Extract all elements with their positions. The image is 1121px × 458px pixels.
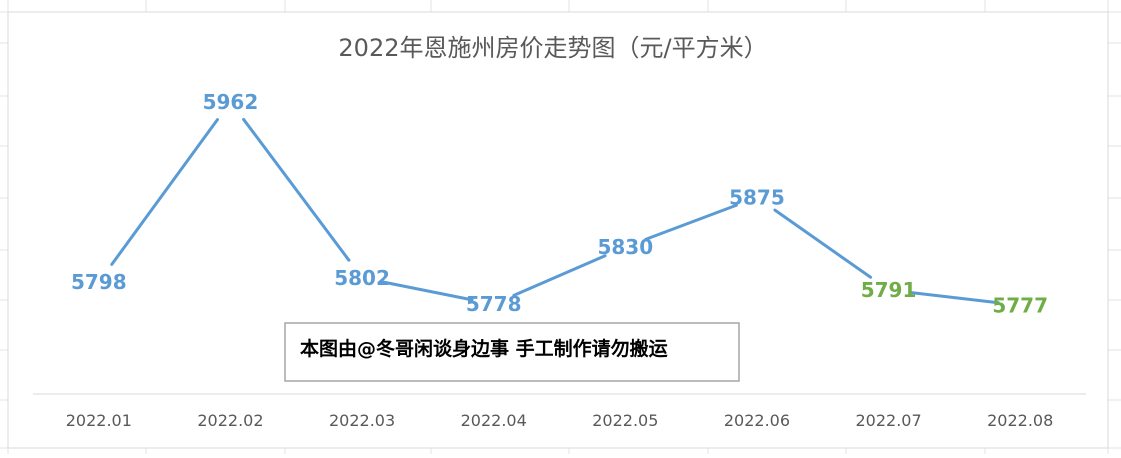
data-label: 5778 [466,292,522,316]
x-tick-label: 2022.02 [197,411,263,430]
series-line-segment [242,117,351,262]
x-tick-label: 2022.05 [592,411,658,430]
x-tick-label: 2022.03 [329,411,395,430]
data-label: 5802 [334,266,390,290]
annotation-box: 本图由@冬哥闲谈身边事 手工制作请勿搬运 [284,322,740,382]
annotation-frame [284,322,740,382]
data-label-group: 5798 5962 5802 5778 5830 5875 5791 5777 [71,90,1048,317]
series-line-segment [110,118,219,266]
chart-title: 2022年恩施州房价走势图（元/平方米） [338,34,767,62]
series-line-segment [908,290,1000,305]
series-line-group [110,117,1000,305]
series-line-segment [773,208,873,279]
chart-area [7,11,1109,449]
x-tick-label: 2022.06 [724,411,790,430]
series-line-segment [382,280,474,302]
x-tick-label: 2022.08 [987,411,1053,430]
x-axis-tick-labels: 2022.01 2022.02 2022.03 2022.04 2022.05 2022.… [66,411,1054,430]
annotation-text: 本图由@冬哥闲谈身边事 手工制作请勿搬运 [300,337,668,360]
data-label: 5791 [861,278,917,302]
data-label: 5798 [71,270,127,294]
data-label: 5962 [203,90,259,114]
data-label: 5875 [729,186,785,210]
x-tick-label: 2022.04 [461,411,527,430]
data-label: 5777 [992,293,1048,317]
data-label: 5830 [597,235,653,259]
x-tick-label: 2022.01 [66,411,132,430]
series-line-segment [644,203,738,241]
series-line-segment [512,254,607,297]
x-tick-label: 2022.07 [855,411,921,430]
